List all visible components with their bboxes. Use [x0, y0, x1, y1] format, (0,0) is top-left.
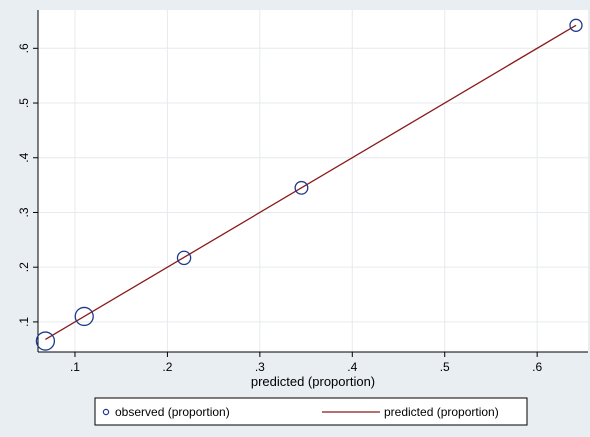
tick-labels: .1 .2 .3 .4 .5 .6 .1 .2 .3 .4 .5 .6 [17, 43, 542, 374]
y-tick-label: .4 [17, 152, 31, 162]
x-tick-label: .4 [347, 360, 357, 374]
x-tick-label: .1 [70, 360, 80, 374]
x-tick-label: .6 [532, 360, 542, 374]
grid-lines [38, 10, 588, 352]
series [35, 18, 583, 351]
y-tick-label: .6 [17, 43, 31, 53]
observed-point [35, 331, 56, 351]
observed-point [294, 180, 309, 195]
y-tick-label: .5 [17, 98, 31, 108]
x-tick-label: .2 [162, 360, 172, 374]
legend: observed (proportion) predicted (proport… [94, 397, 528, 426]
observed-point [176, 250, 192, 266]
x-tick-label: .3 [255, 360, 265, 374]
observed-point [569, 18, 583, 32]
series-line-predicted [45, 24, 577, 340]
legend-marker-observed [102, 408, 110, 416]
legend-label-observed: observed (proportion) [115, 405, 230, 419]
y-tick-label: .3 [17, 207, 31, 217]
x-tick-label: .5 [440, 360, 450, 374]
y-tick-label: .1 [17, 317, 31, 327]
y-tick-label: .2 [17, 262, 31, 272]
axes [37, 10, 588, 353]
x-axis-label: predicted (proportion) [251, 374, 375, 389]
observed-point [74, 306, 94, 327]
legend-box [94, 397, 528, 426]
legend-label-predicted: predicted (proportion) [384, 405, 499, 419]
